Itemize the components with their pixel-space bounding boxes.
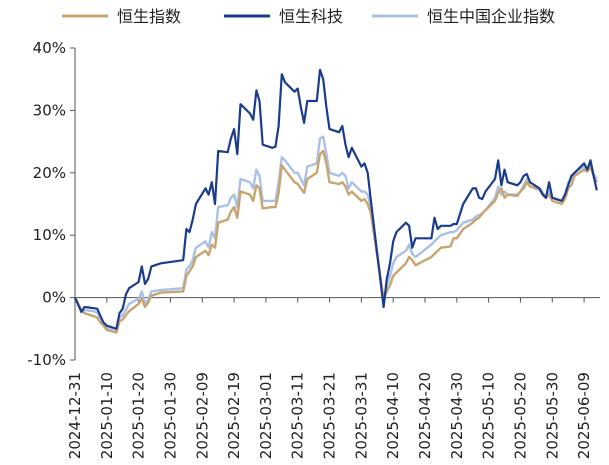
x-tick-label: 2025-01-20: [130, 372, 148, 459]
x-tick-label: 2025-03-01: [257, 372, 275, 459]
y-tick-label: 20%: [33, 164, 66, 182]
x-tick-label: 2025-04-20: [416, 372, 434, 459]
x-tick-label: 2025-02-19: [225, 372, 243, 459]
x-tick-label: 2025-05-30: [543, 372, 561, 459]
x-tick-label: 2025-05-20: [511, 372, 529, 459]
x-tick-label: 2025-01-10: [98, 372, 116, 459]
y-tick-label: 40%: [33, 39, 66, 57]
legend-label-2: 恒生中国企业指数: [427, 7, 555, 26]
series-line-0: [73, 149, 598, 334]
series-lines: [73, 68, 598, 334]
y-tick-label: 30%: [33, 101, 66, 119]
x-tick-label: 2025-05-10: [480, 372, 498, 459]
legend: 恒生指数 恒生科技 恒生中国企业指数: [62, 7, 555, 26]
axes: -10% 0% 10% 20% 30% 40% 2024-12-31 2025-01-10 20…: [27, 39, 600, 459]
x-tick-label: 2024-12-31: [66, 372, 84, 459]
legend-label-0: 恒生指数: [117, 7, 181, 26]
x-tick-label: 2025-01-30: [161, 372, 179, 459]
x-tick-label: 2025-04-10: [384, 372, 402, 459]
series-line-2: [73, 135, 598, 334]
x-tick-label: 2025-04-30: [448, 372, 466, 459]
y-tick-label: 10%: [33, 226, 66, 244]
legend-label-1: 恒生科技: [279, 7, 343, 26]
x-tick-label: 2025-06-09: [575, 372, 593, 459]
x-tick-label: 2025-02-09: [193, 372, 211, 459]
x-tick-label: 2025-03-31: [352, 372, 370, 459]
y-tick-label: -10%: [27, 351, 66, 369]
x-tick-label: 2025-03-11: [289, 372, 307, 459]
x-tick-label: 2025-03-21: [321, 372, 339, 459]
series-line-1: [73, 68, 598, 330]
y-tick-label: 0%: [42, 289, 66, 307]
